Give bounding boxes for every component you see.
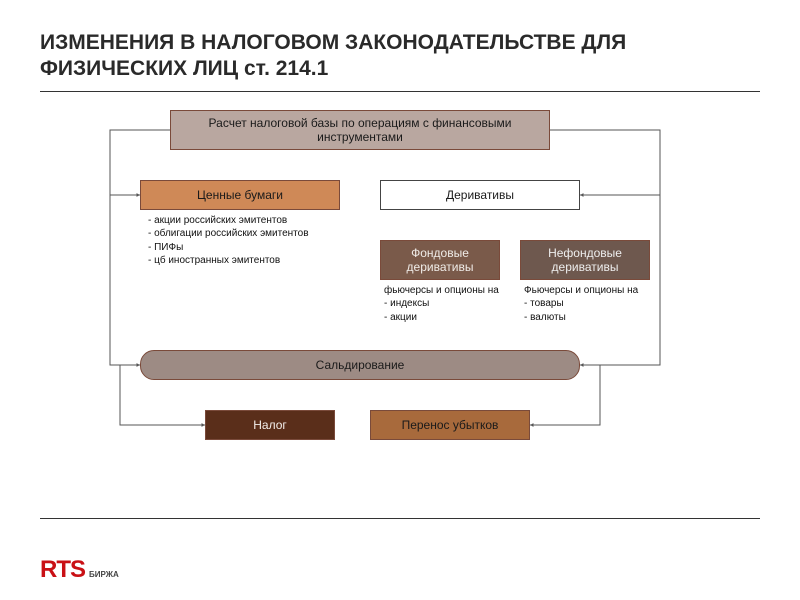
box-securities: Ценные бумаги xyxy=(140,180,340,210)
logo-sub: БИРЖА xyxy=(89,570,119,579)
box-derivatives-label: Деривативы xyxy=(446,188,514,202)
divider-bottom xyxy=(40,518,760,519)
box-nonstock-deriv: Нефондовые деривативы xyxy=(520,240,650,280)
box-securities-label: Ценные бумаги xyxy=(197,188,283,202)
box-root-label: Расчет налоговой базы по операциям с фин… xyxy=(177,116,543,144)
box-derivatives: Деривативы xyxy=(380,180,580,210)
box-tax: Налог xyxy=(205,410,335,440)
logo: RTS БИРЖА xyxy=(40,556,119,584)
box-loss-label: Перенос убытков xyxy=(402,418,499,432)
box-root: Расчет налоговой базы по операциям с фин… xyxy=(170,110,550,150)
diagram-canvas: Расчет налоговой базы по операциям с фин… xyxy=(40,110,760,510)
logo-text: RTS xyxy=(40,556,85,584)
box-stock-deriv: Фондовые деривативы xyxy=(380,240,500,280)
text-nonstock-deriv-items: Фьючерсы и опционы на- товары- валюты xyxy=(524,284,638,325)
divider-top xyxy=(40,91,760,92)
box-netting-label: Сальдирование xyxy=(316,358,405,372)
box-loss: Перенос убытков xyxy=(370,410,530,440)
box-netting: Сальдирование xyxy=(140,350,580,380)
text-stock-deriv-items: фьючерсы и опционы на- индексы- акции xyxy=(384,284,499,325)
box-tax-label: Налог xyxy=(253,418,287,432)
box-stock-deriv-label: Фондовые деривативы xyxy=(387,246,493,274)
page-title: ИЗМЕНЕНИЯ В НАЛОГОВОМ ЗАКОНОДАТЕЛЬСТВЕ Д… xyxy=(40,30,760,83)
text-securities-items: - акции российских эмитентов- облигации … xyxy=(148,214,309,268)
box-nonstock-deriv-label: Нефондовые деривативы xyxy=(527,246,643,274)
slide: ИЗМЕНЕНИЯ В НАЛОГОВОМ ЗАКОНОДАТЕЛЬСТВЕ Д… xyxy=(0,0,800,600)
